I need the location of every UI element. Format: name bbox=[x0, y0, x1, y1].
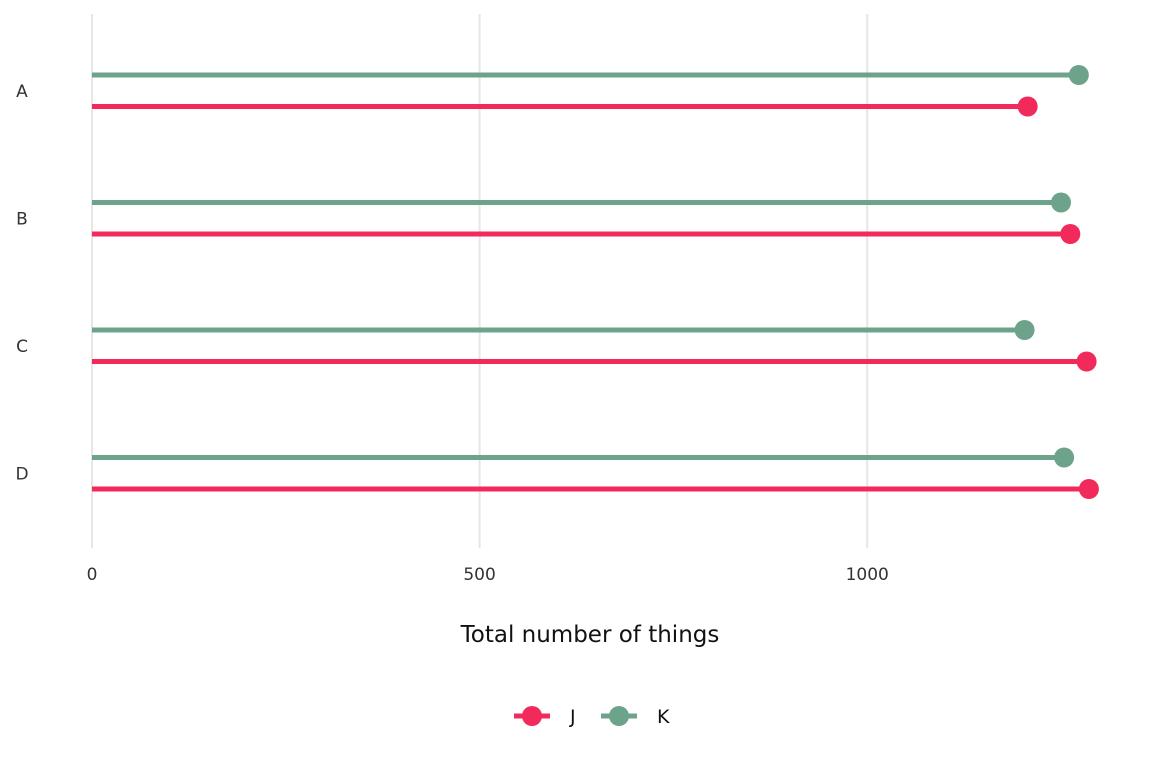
lollipop-point-K-D bbox=[1054, 447, 1075, 468]
lollipop-marks bbox=[92, 65, 1099, 499]
lollipop-point-K-A bbox=[1068, 65, 1089, 85]
lollipop-point-K-C bbox=[1014, 320, 1035, 340]
lollipop-point-K-B bbox=[1051, 192, 1071, 213]
lollipop-point-J-A bbox=[1017, 96, 1038, 117]
legend-label-K: K bbox=[657, 706, 670, 728]
lollipop-point-J-B bbox=[1060, 224, 1081, 244]
legend-key-point-J bbox=[522, 706, 542, 726]
x-tick-label: 1000 bbox=[846, 565, 889, 585]
x-tick-label: 500 bbox=[463, 565, 495, 585]
lollipop-point-J-C bbox=[1076, 351, 1097, 372]
x-axis-title: Total number of things bbox=[460, 622, 720, 648]
legend-label-J: J bbox=[569, 706, 576, 728]
y-axis-ticks: A B C D bbox=[15, 82, 28, 485]
x-tick-label: 0 bbox=[87, 565, 98, 585]
y-tick-label: C bbox=[16, 337, 28, 357]
x-axis-ticks: 0 500 1000 bbox=[87, 565, 889, 585]
y-tick-label: D bbox=[15, 464, 28, 484]
gridlines bbox=[91, 14, 869, 548]
y-tick-label: A bbox=[16, 82, 28, 102]
y-tick-label: B bbox=[16, 209, 28, 229]
legend-key-point-K bbox=[609, 706, 629, 726]
lollipop-point-J-D bbox=[1078, 479, 1099, 499]
